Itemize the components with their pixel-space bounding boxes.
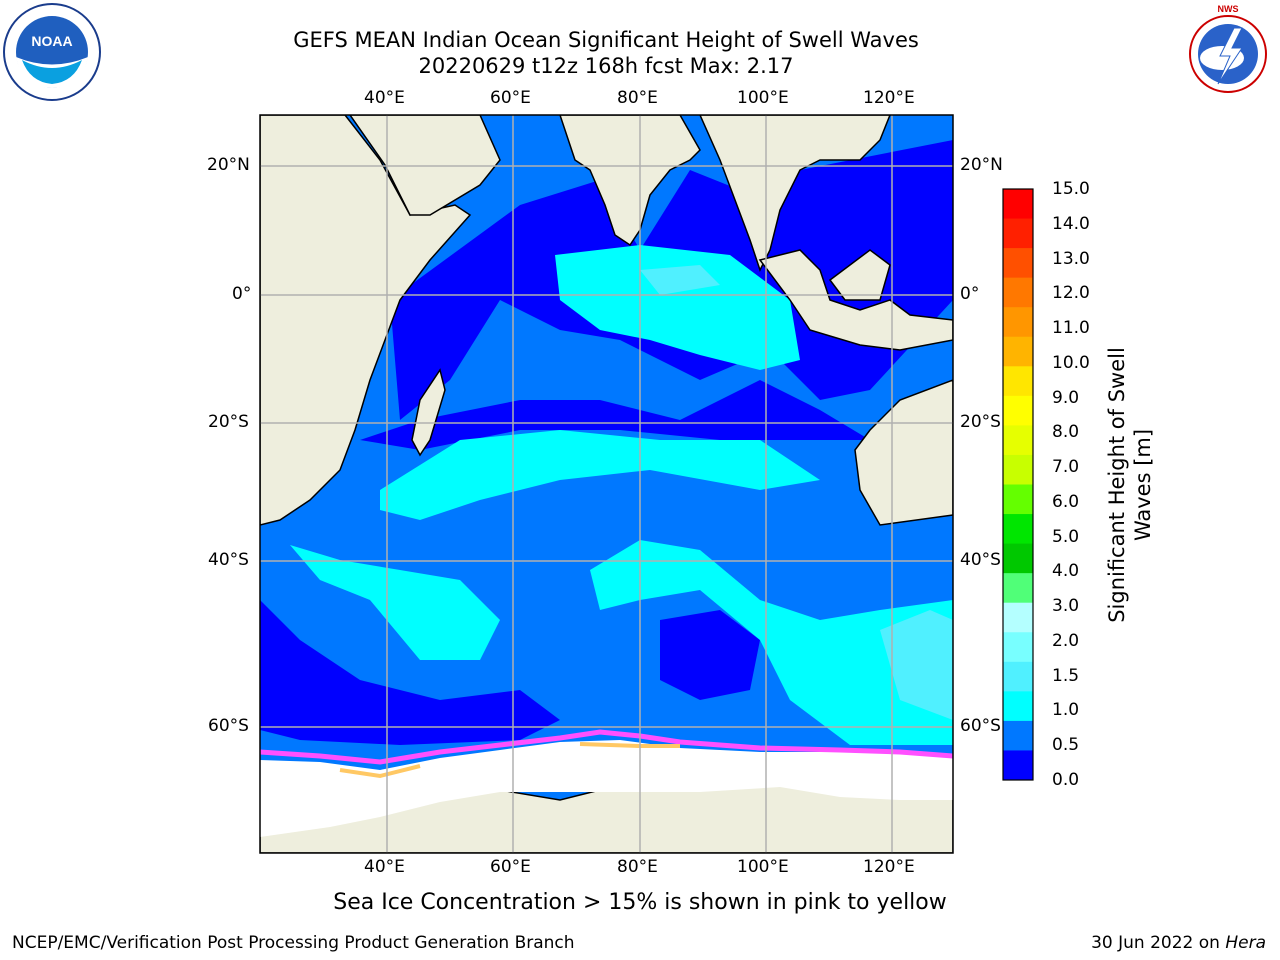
colorbar-segment (1003, 514, 1033, 545)
lat-tick-right: 20°N (960, 155, 1003, 175)
date-credit: 30 Jun 2022 on Hera (1091, 933, 1266, 953)
colorbar-tick-label: 0.5 (1052, 735, 1080, 756)
lat-tick-left: 0° (232, 284, 252, 304)
lat-tick-right: 40°S (960, 550, 1001, 570)
colorbar-segment (1003, 484, 1033, 515)
lon-tick-top: 60°E (490, 88, 531, 108)
lon-tick-bottom: 60°E (490, 857, 531, 877)
colorbar-tick-label: 7.0 (1052, 457, 1080, 478)
colorbar-tick-label: 8.0 (1052, 422, 1080, 443)
colorbar-segment (1003, 307, 1033, 338)
borneo-land (828, 249, 891, 301)
lat-tick-left: 20°N (207, 155, 250, 175)
southeast-asia-land (699, 115, 891, 272)
indonesia-land (758, 249, 953, 351)
lon-tick-bottom: 80°E (617, 857, 658, 877)
chart-title: GEFS MEAN Indian Ocean Significant Heigh… (293, 28, 919, 52)
colorbar-tick-label: 13.0 (1052, 248, 1090, 269)
colorbar-tick-label: 11.0 (1052, 318, 1090, 339)
lat-tick-left: 20°S (208, 412, 249, 432)
colorbar-segment (1003, 632, 1033, 663)
colorbar-segment (1003, 277, 1033, 308)
colorbar-tick-label: 5.0 (1052, 526, 1080, 547)
colorbar-segment (1003, 336, 1033, 367)
swell-mid-light-regions (640, 265, 953, 720)
lat-tick-left: 60°S (208, 716, 249, 736)
colorbar-segment (1003, 189, 1033, 220)
colorbar-tick-label: 6.0 (1052, 491, 1080, 512)
colorbar-tick-label: 12.0 (1052, 283, 1090, 304)
lat-tick-left: 40°S (208, 550, 249, 570)
colorbar-segment (1003, 661, 1033, 692)
lat-tick-right: 20°S (960, 412, 1001, 432)
australia-land (854, 379, 953, 526)
madagascar-land (411, 368, 446, 457)
colorbar-tick-label: 1.0 (1052, 700, 1080, 721)
lon-tick-top: 40°E (364, 88, 405, 108)
noaa-logo: NOAA (3, 3, 101, 101)
colorbar-frame (1002, 188, 1034, 781)
svg-text:NOAA: NOAA (31, 33, 72, 49)
lat-tick-right: 60°S (960, 716, 1001, 736)
host-name: Hera (1225, 933, 1266, 953)
colorbar-segment (1003, 425, 1033, 456)
colorbar (1003, 189, 1033, 781)
map-panel (260, 115, 953, 853)
colorbar-segment (1003, 573, 1033, 604)
lon-tick-bottom: 40°E (364, 857, 405, 877)
lon-tick-top: 80°E (617, 88, 658, 108)
colorbar-title-line2: Waves [m] (1131, 428, 1155, 542)
landmasses (260, 115, 953, 853)
colorbar-tick-label: 0.0 (1052, 770, 1080, 790)
map-frame (259, 114, 954, 854)
graticule (260, 115, 953, 853)
colorbar-segment (1003, 454, 1033, 485)
colorbar-tick-label: 15.0 (1052, 179, 1090, 199)
lon-tick-top: 100°E (737, 88, 789, 108)
colorbar-segment (1003, 366, 1033, 397)
colorbar-tick-label: 9.0 (1052, 387, 1080, 408)
colorbar-tick-label: 1.5 (1052, 665, 1080, 686)
svg-text:NWS: NWS (1218, 4, 1239, 14)
date-credit-text: 30 Jun 2022 on (1091, 933, 1226, 953)
colorbar-segment (1003, 218, 1033, 249)
colorbar-segment (1003, 720, 1033, 751)
colorbar-title: Significant Height of Swell Waves [m] (1104, 347, 1156, 623)
swell-mid-regions (290, 245, 953, 745)
colorbar-tick-label: 10.0 (1052, 352, 1090, 373)
colorbar-segment (1003, 750, 1033, 781)
colorbar-tick-label: 14.0 (1052, 213, 1090, 234)
colorbar-segment (1003, 248, 1033, 279)
chart-subtitle: 20220629 t12z 168h fcst Max: 2.17 (418, 54, 794, 78)
lon-tick-bottom: 120°E (863, 857, 915, 877)
producer-credit: NCEP/EMC/Verification Post Processing Pr… (12, 933, 575, 953)
colorbar-tick-label: 4.0 (1052, 561, 1080, 582)
colorbar-segment (1003, 395, 1033, 426)
colorbar-tick-label: 2.0 (1052, 630, 1080, 651)
lon-tick-top: 120°E (863, 88, 915, 108)
colorbar-tick-label: 3.0 (1052, 596, 1080, 617)
lat-tick-right: 0° (960, 284, 980, 304)
sea-ice-footnote: Sea Ice Concentration > 15% is shown in … (333, 890, 947, 915)
colorbar-segment (1003, 602, 1033, 633)
lon-tick-bottom: 100°E (737, 857, 789, 877)
colorbar-segment (1003, 543, 1033, 574)
colorbar-title-line1: Significant Height of Swell (1105, 347, 1129, 623)
national-weather-service-logo: NWS (1178, 4, 1278, 104)
colorbar-segment (1003, 691, 1033, 722)
